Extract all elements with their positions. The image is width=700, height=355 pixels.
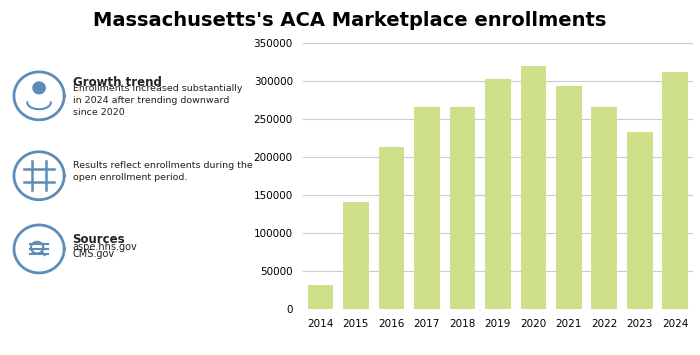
Text: Enrollments increased substantially
in 2024 after trending downward
since 2020: Enrollments increased substantially in 2… bbox=[73, 84, 242, 117]
Bar bbox=[307, 284, 333, 309]
Bar bbox=[343, 202, 369, 309]
Text: Results reflect enrollments during the
open enrollment period.: Results reflect enrollments during the o… bbox=[73, 161, 252, 182]
Bar bbox=[449, 107, 475, 309]
Text: aspe.hhs.gov: aspe.hhs.gov bbox=[73, 242, 137, 252]
Bar bbox=[521, 66, 546, 309]
Polygon shape bbox=[33, 82, 46, 94]
Bar bbox=[485, 79, 510, 309]
Bar bbox=[662, 72, 688, 309]
Bar bbox=[592, 106, 617, 309]
Text: Sources: Sources bbox=[73, 233, 125, 246]
Text: .org™: .org™ bbox=[25, 333, 60, 343]
Text: health
insurance: health insurance bbox=[19, 308, 66, 327]
Text: Growth trend: Growth trend bbox=[73, 76, 162, 89]
Text: CMS.gov: CMS.gov bbox=[73, 249, 115, 259]
Bar bbox=[379, 147, 404, 309]
Text: Massachusetts's ACA Marketplace enrollments: Massachusetts's ACA Marketplace enrollme… bbox=[93, 11, 607, 30]
Bar bbox=[414, 107, 440, 309]
Bar bbox=[627, 132, 652, 309]
Bar bbox=[556, 86, 582, 309]
